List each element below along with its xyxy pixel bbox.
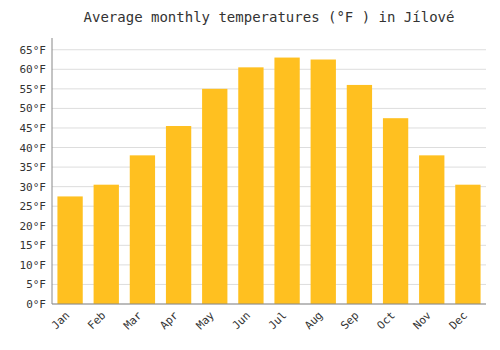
- y-tick-label: 60°F: [20, 63, 47, 76]
- grid-line: [52, 69, 486, 70]
- x-tick-label: Oct: [374, 309, 397, 332]
- x-tick-label: Dec: [447, 309, 470, 332]
- y-tick-label: 5°F: [26, 278, 46, 291]
- grid-line: [52, 127, 486, 128]
- bar: [383, 118, 408, 304]
- y-tick-label: 40°F: [20, 142, 47, 155]
- y-tick-label: 65°F: [20, 44, 47, 57]
- x-tick-label: Jul: [266, 309, 289, 332]
- x-tick-label: Feb: [85, 309, 108, 332]
- x-tick-label: Aug: [302, 309, 325, 332]
- grid-line: [52, 147, 486, 148]
- bar: [347, 85, 372, 304]
- chart: Average monthly temperatures (°F ) in Jí…: [0, 0, 500, 350]
- y-tick-label: 20°F: [20, 220, 47, 233]
- x-tick-label: Apr: [157, 309, 181, 333]
- bar: [57, 196, 82, 304]
- grid-line: [52, 88, 486, 89]
- y-tick-label: 55°F: [20, 83, 47, 96]
- x-tick-label: May: [194, 309, 218, 333]
- bar: [166, 126, 191, 304]
- y-tick-label: 50°F: [20, 102, 47, 115]
- x-tick-label: Jan: [49, 309, 72, 332]
- y-tick-label: 10°F: [20, 259, 47, 272]
- y-tick-label: 15°F: [20, 239, 47, 252]
- x-axis-line: [52, 304, 486, 305]
- x-tick-label: Nov: [411, 309, 435, 333]
- bar: [274, 58, 299, 304]
- bars: [57, 58, 480, 304]
- bar: [311, 60, 336, 304]
- x-tick-label: Mar: [121, 309, 145, 333]
- bar: [419, 155, 444, 304]
- grid-line: [52, 108, 486, 109]
- bar: [455, 185, 480, 304]
- bar: [238, 67, 263, 304]
- bar: [202, 89, 227, 304]
- x-tick-label: Sep: [338, 309, 361, 332]
- y-tick-label: 25°F: [20, 200, 47, 213]
- grid: [52, 50, 486, 304]
- grid-line: [52, 49, 486, 50]
- y-tick-label: 0°F: [26, 298, 46, 311]
- y-tick-label: 45°F: [20, 122, 47, 135]
- bar: [130, 155, 155, 304]
- title: Average monthly temperatures (°F ) in Jí…: [84, 9, 455, 25]
- grid-line: [52, 304, 486, 305]
- bar: [94, 185, 119, 304]
- y-tick-label: 30°F: [20, 181, 47, 194]
- y-tick-label: 35°F: [20, 161, 47, 174]
- x-tick-label: Jun: [230, 309, 253, 332]
- y-axis-line: [52, 38, 53, 304]
